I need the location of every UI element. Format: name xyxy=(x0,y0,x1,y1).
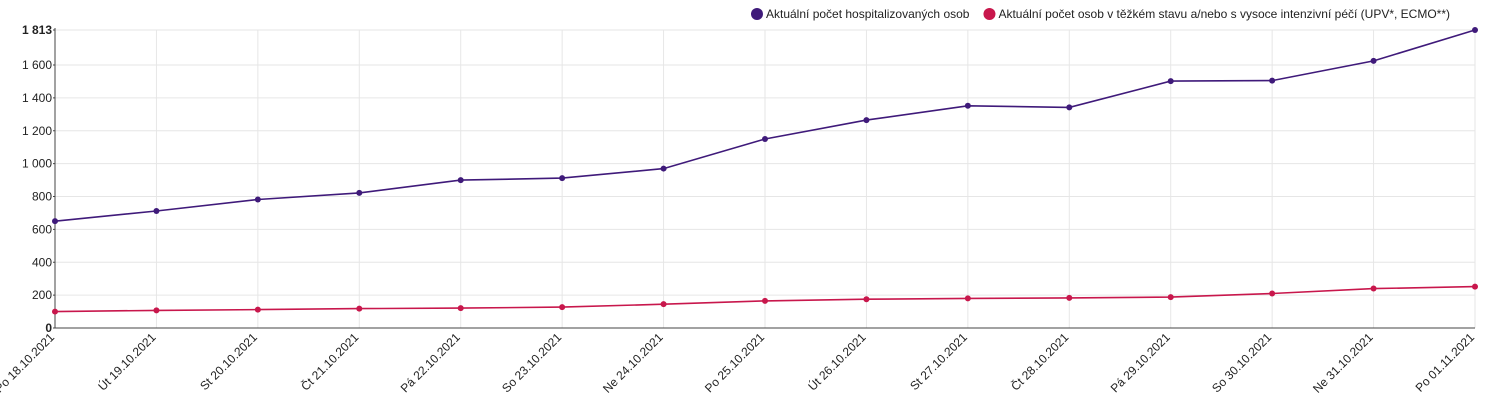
data-point[interactable] xyxy=(1269,290,1276,297)
x-tick-label: Pá 29.10.2021 xyxy=(1108,330,1173,395)
x-axis-ticks: Po 18.10.2021 Út 19.10.2021 St 20.10.2021 Č… xyxy=(0,329,1477,396)
data-point[interactable] xyxy=(1370,285,1377,292)
y-tick-label: 0 xyxy=(45,321,52,335)
x-tick-label: Ne 31.10.2021 xyxy=(1310,330,1376,396)
x-tick-label: Út 19.10.2021 xyxy=(95,329,159,393)
legend-marker xyxy=(983,8,996,20)
data-point[interactable] xyxy=(1066,104,1073,111)
data-point[interactable] xyxy=(762,135,768,142)
y-tick-label: 1 400 xyxy=(22,91,52,105)
legend-marker xyxy=(751,8,763,20)
data-point[interactable] xyxy=(52,218,58,225)
data-point[interactable] xyxy=(457,177,464,184)
y-tick-label: 400 xyxy=(32,255,52,269)
y-tick-label: 800 xyxy=(32,190,52,204)
data-point[interactable] xyxy=(356,189,363,196)
data-point[interactable] xyxy=(1269,77,1276,84)
data-point[interactable] xyxy=(762,297,768,304)
data-point[interactable] xyxy=(153,307,160,314)
x-tick-label: Po 18.10.2021 xyxy=(0,330,57,395)
legend-item-1[interactable]: Aktuální počet hospitalizovaných osob xyxy=(751,7,970,21)
data-point[interactable] xyxy=(457,305,464,312)
data-point[interactable] xyxy=(863,117,870,124)
legend-item-2[interactable]: Aktuální počet osob v těžkém stavu a/neb… xyxy=(983,7,1450,21)
x-tick-label: So 23.10.2021 xyxy=(499,330,564,395)
y-tick-label: 1 813 xyxy=(22,23,52,37)
data-point[interactable] xyxy=(1167,294,1174,301)
legend: Aktuální počet hospitalizovaných osob Akt… xyxy=(751,7,1450,21)
data-point[interactable] xyxy=(1472,27,1478,33)
x-tick-label: So 30.10.2021 xyxy=(1209,330,1274,395)
data-point[interactable] xyxy=(559,175,566,182)
x-tick-label: Čt 28.10.2021 xyxy=(1007,329,1071,393)
data-point[interactable] xyxy=(1472,283,1478,290)
legend-label: Aktuální počet hospitalizovaných osob xyxy=(766,7,970,21)
y-tick-label: 200 xyxy=(32,288,52,302)
y-tick-label: 1 000 xyxy=(22,157,52,171)
x-tick-label: St 27.10.2021 xyxy=(907,330,970,393)
legend-label: Aktuální počet osob v těžkém stavu a/neb… xyxy=(998,7,1450,21)
data-point[interactable] xyxy=(254,306,261,313)
x-tick-label: Po 25.10.2021 xyxy=(702,330,767,395)
data-point[interactable] xyxy=(356,305,363,312)
data-point[interactable] xyxy=(964,295,971,302)
x-tick-label: Čt 21.10.2021 xyxy=(297,329,361,393)
data-point[interactable] xyxy=(1370,57,1377,64)
x-tick-label: Pá 22.10.2021 xyxy=(398,330,463,395)
x-tick-label: Po 01.11.2021 xyxy=(1413,330,1478,395)
axes xyxy=(54,28,1475,329)
y-tick-label: 1 200 xyxy=(22,124,52,138)
grid xyxy=(54,29,1476,329)
data-point[interactable] xyxy=(52,308,58,315)
data-point[interactable] xyxy=(660,165,667,172)
data-point[interactable] xyxy=(863,296,870,303)
data-point[interactable] xyxy=(153,207,160,214)
series-points xyxy=(52,27,1478,315)
data-point[interactable] xyxy=(1167,78,1174,85)
data-point[interactable] xyxy=(1066,294,1073,301)
x-tick-label: Ne 24.10.2021 xyxy=(600,330,666,396)
x-tick-label: St 20.10.2021 xyxy=(197,330,260,393)
data-point[interactable] xyxy=(964,102,971,109)
x-tick-label: Út 26.10.2021 xyxy=(805,329,869,393)
y-axis-ticks: 0 200 400 600 800 1 000 1 200 1 400 1 600 1 813 xyxy=(22,23,55,335)
data-point[interactable] xyxy=(254,196,261,203)
y-tick-label: 1 600 xyxy=(22,58,52,72)
data-point[interactable] xyxy=(660,301,667,308)
data-point[interactable] xyxy=(559,304,566,311)
y-tick-label: 600 xyxy=(32,222,52,236)
